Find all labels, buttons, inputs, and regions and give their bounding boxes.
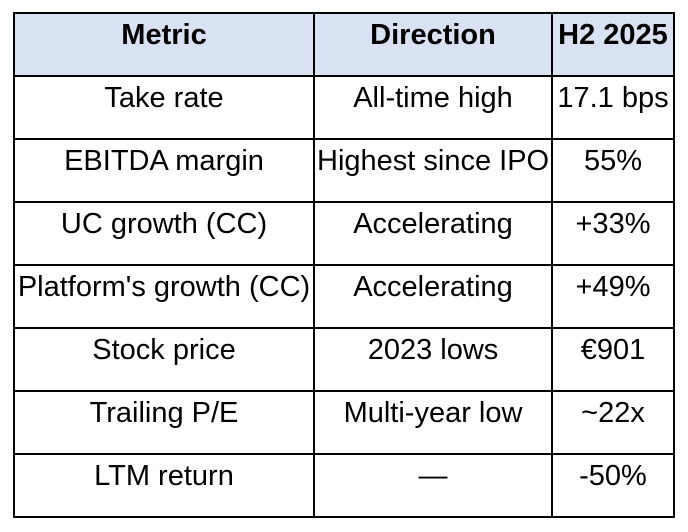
cell-direction: Accelerating — [313, 201, 553, 266]
cell-value: 17.1 bps — [551, 75, 675, 140]
cell-value: +33% — [551, 201, 675, 266]
cell-metric: LTM return — [13, 453, 315, 518]
metrics-table: Metric Direction H2 2025 Take rate All-t… — [13, 12, 675, 518]
table-row: Platform's growth (CC) Accelerating +49% — [13, 264, 675, 329]
header-cell-metric: Metric — [13, 12, 315, 77]
cell-value: 55% — [551, 138, 675, 203]
table-row: Take rate All-time high 17.1 bps — [13, 75, 675, 140]
cell-metric: Platform's growth (CC) — [13, 264, 315, 329]
cell-value: ~22x — [551, 390, 675, 455]
table-row: LTM return — -50% — [13, 453, 675, 518]
cell-direction: — — [313, 453, 553, 518]
table-row: Trailing P/E Multi-year low ~22x — [13, 390, 675, 455]
cell-metric: UC growth (CC) — [13, 201, 315, 266]
cell-metric: Stock price — [13, 327, 315, 392]
table-row: EBITDA margin Highest since IPO 55% — [13, 138, 675, 203]
cell-metric: Take rate — [13, 75, 315, 140]
cell-direction: All-time high — [313, 75, 553, 140]
header-cell-h2-2025: H2 2025 — [551, 12, 675, 77]
cell-value: €901 — [551, 327, 675, 392]
cell-metric: EBITDA margin — [13, 138, 315, 203]
cell-metric: Trailing P/E — [13, 390, 315, 455]
cell-direction: Accelerating — [313, 264, 553, 329]
header-cell-direction: Direction — [313, 12, 553, 77]
metrics-table-container: Metric Direction H2 2025 Take rate All-t… — [13, 12, 675, 518]
table-row: Stock price 2023 lows €901 — [13, 327, 675, 392]
cell-direction: 2023 lows — [313, 327, 553, 392]
cell-value: +49% — [551, 264, 675, 329]
cell-direction: Highest since IPO — [313, 138, 553, 203]
cell-direction: Multi-year low — [313, 390, 553, 455]
table-row: UC growth (CC) Accelerating +33% — [13, 201, 675, 266]
cell-value: -50% — [551, 453, 675, 518]
header-row: Metric Direction H2 2025 — [13, 12, 675, 77]
